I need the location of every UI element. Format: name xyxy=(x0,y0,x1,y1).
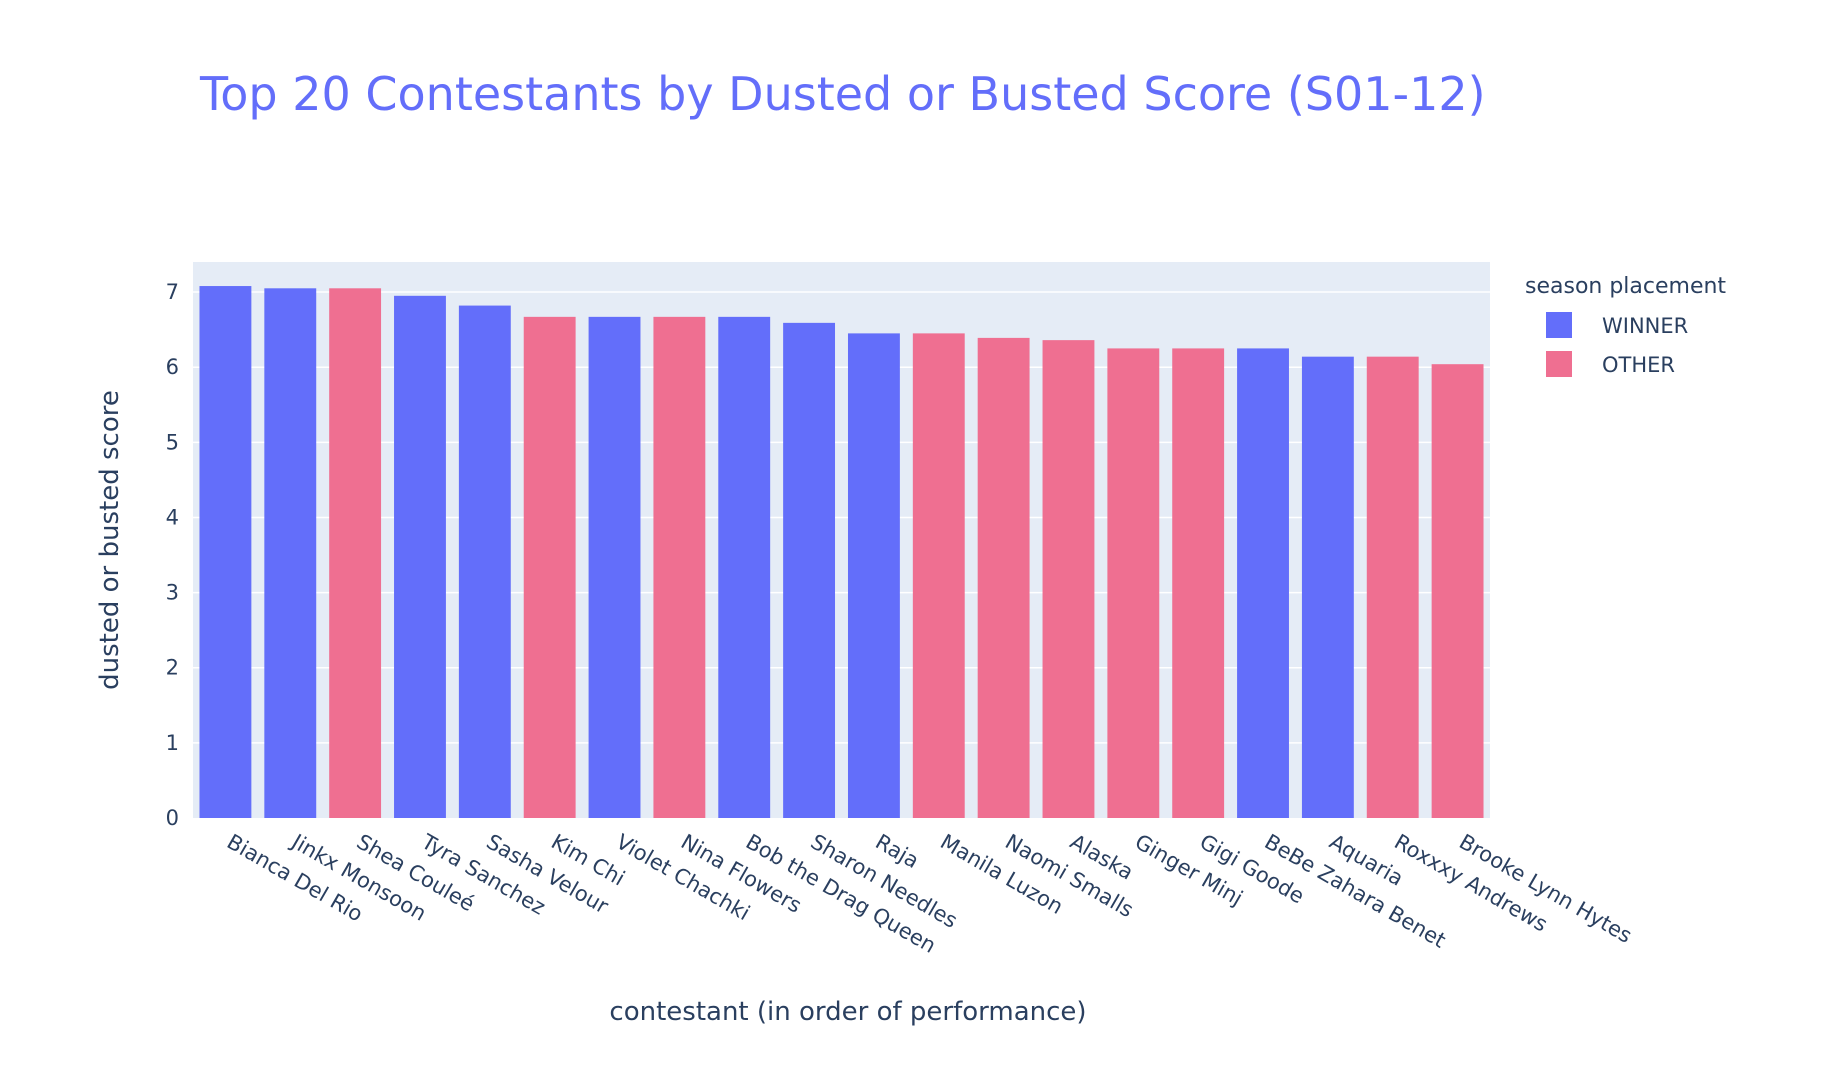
bar xyxy=(394,295,446,819)
x-axis-title: contestant (in order of performance) xyxy=(609,997,1086,1027)
y-tick-label: 5 xyxy=(166,430,179,454)
bar xyxy=(1042,340,1095,818)
bar xyxy=(1172,348,1225,818)
legend-label: WINNER xyxy=(1602,314,1688,338)
y-tick-label: 4 xyxy=(166,505,179,529)
legend-label: OTHER xyxy=(1602,353,1675,377)
y-tick-labels: 0 1 2 3 4 5 6 7 xyxy=(166,280,179,830)
bar xyxy=(912,333,965,818)
bar xyxy=(847,333,900,818)
bar xyxy=(653,316,706,818)
bar xyxy=(329,288,382,818)
bar xyxy=(1107,348,1160,818)
legend-swatch xyxy=(1546,351,1572,377)
y-axis-title: dusted or busted score xyxy=(95,390,125,690)
legend: season placement WINNER OTHER xyxy=(1525,274,1726,377)
bar xyxy=(1431,364,1484,818)
y-tick-label: 0 xyxy=(166,806,179,830)
bar xyxy=(1301,356,1354,818)
plot-background xyxy=(193,262,1490,818)
bar xyxy=(977,337,1030,818)
legend-swatch xyxy=(1546,312,1572,338)
bar xyxy=(458,305,511,818)
bars xyxy=(199,286,1484,819)
bar xyxy=(199,286,252,819)
bar xyxy=(523,316,576,818)
y-tick-label: 3 xyxy=(166,581,179,605)
legend-items: WINNER OTHER xyxy=(1546,312,1688,377)
y-tick-label: 1 xyxy=(166,731,179,755)
bar xyxy=(718,316,771,818)
bar xyxy=(588,316,641,818)
chart-title: Top 20 Contestants by Dusted or Busted S… xyxy=(199,67,1486,121)
bar xyxy=(1237,348,1289,818)
bar xyxy=(783,322,836,818)
legend-title: season placement xyxy=(1525,274,1726,299)
y-tick-label: 6 xyxy=(166,355,179,379)
bar xyxy=(264,288,317,818)
y-tick-label: 7 xyxy=(166,280,179,304)
bar xyxy=(1366,356,1419,818)
y-tick-label: 2 xyxy=(166,656,179,680)
